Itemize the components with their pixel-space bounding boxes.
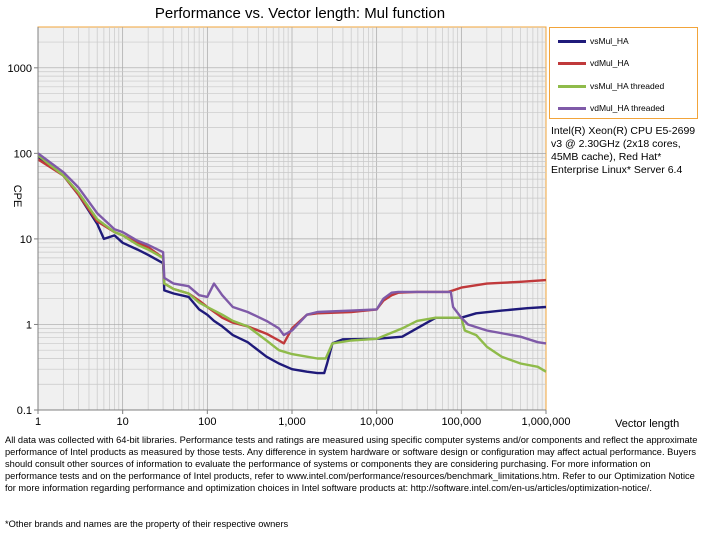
footer-disclaimer: All data was collected with 64-bit libra… (5, 435, 698, 493)
y-tick-label: 1000 (8, 63, 32, 75)
x-tick-label: 1,000,000 (522, 416, 571, 428)
x-tick-label: 1 (35, 416, 41, 428)
chart-title: Performance vs. Vector length: Mul funct… (154, 5, 446, 22)
y-axis-title: CPE (11, 185, 23, 208)
x-tick-label: 10 (117, 416, 129, 428)
series-lines (37, 152, 547, 375)
legend-swatch (558, 107, 586, 110)
legend-label: vsMul_HA (590, 36, 629, 46)
series-line-2 (37, 154, 547, 373)
y-tick-label: 1 (26, 319, 32, 331)
y-tick-label: 10 (20, 234, 32, 246)
cpu-note: Intel(R) Xeon(R) CPU E5-2699 v3 @ 2.30GH… (551, 125, 696, 176)
legend: vsMul_HA vdMul_HA vsMul_HA threaded vdMu… (549, 27, 698, 119)
y-tick-label: 0.1 (17, 405, 32, 417)
x-tick-label: 100,000 (441, 416, 481, 428)
legend-swatch (558, 40, 586, 43)
grid-lines (38, 27, 546, 410)
footer-trademark-note: *Other brands and names are the property… (5, 519, 289, 529)
y-tick-label: 100 (14, 148, 32, 160)
x-tick-label: 10,000 (360, 416, 394, 428)
legend-swatch (558, 62, 586, 65)
x-axis-title: Vector length (615, 418, 679, 430)
x-tick-label: 1,000 (278, 416, 306, 428)
legend-label: vdMul_HA (590, 58, 630, 68)
series-line-3 (37, 152, 547, 345)
series-line-0 (37, 156, 547, 375)
legend-label: vsMul_HA threaded (590, 81, 665, 91)
legend-label: vdMul_HA threaded (590, 103, 665, 113)
legend-swatch (558, 85, 586, 88)
x-tick-label: 100 (198, 416, 216, 428)
